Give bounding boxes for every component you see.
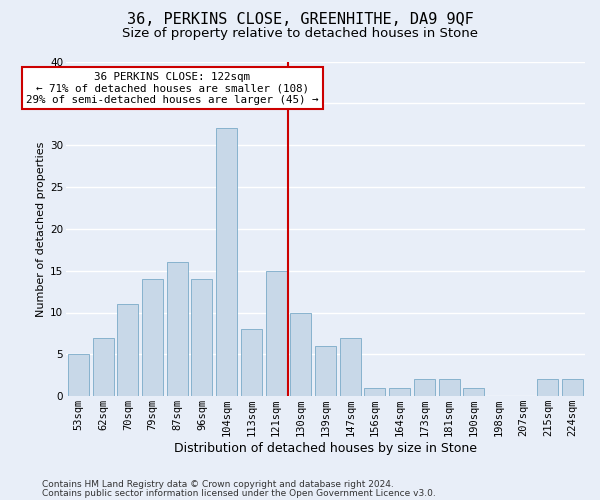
Bar — [562, 380, 583, 396]
Bar — [241, 329, 262, 396]
Text: Size of property relative to detached houses in Stone: Size of property relative to detached ho… — [122, 28, 478, 40]
Bar — [290, 312, 311, 396]
Bar — [167, 262, 188, 396]
Bar — [340, 338, 361, 396]
Text: Contains HM Land Registry data © Crown copyright and database right 2024.: Contains HM Land Registry data © Crown c… — [42, 480, 394, 489]
Bar — [191, 279, 212, 396]
Bar — [92, 338, 113, 396]
Bar — [216, 128, 237, 396]
Bar — [414, 380, 435, 396]
Bar — [266, 270, 287, 396]
Bar — [142, 279, 163, 396]
Text: Contains public sector information licensed under the Open Government Licence v3: Contains public sector information licen… — [42, 489, 436, 498]
Bar — [118, 304, 139, 396]
Bar — [439, 380, 460, 396]
Y-axis label: Number of detached properties: Number of detached properties — [36, 141, 46, 316]
Text: 36 PERKINS CLOSE: 122sqm
← 71% of detached houses are smaller (108)
29% of semi-: 36 PERKINS CLOSE: 122sqm ← 71% of detach… — [26, 72, 319, 104]
Text: 36, PERKINS CLOSE, GREENHITHE, DA9 9QF: 36, PERKINS CLOSE, GREENHITHE, DA9 9QF — [127, 12, 473, 28]
Bar — [538, 380, 559, 396]
X-axis label: Distribution of detached houses by size in Stone: Distribution of detached houses by size … — [174, 442, 477, 455]
Bar — [315, 346, 336, 396]
Bar — [389, 388, 410, 396]
Bar — [463, 388, 484, 396]
Bar — [68, 354, 89, 396]
Bar — [364, 388, 385, 396]
